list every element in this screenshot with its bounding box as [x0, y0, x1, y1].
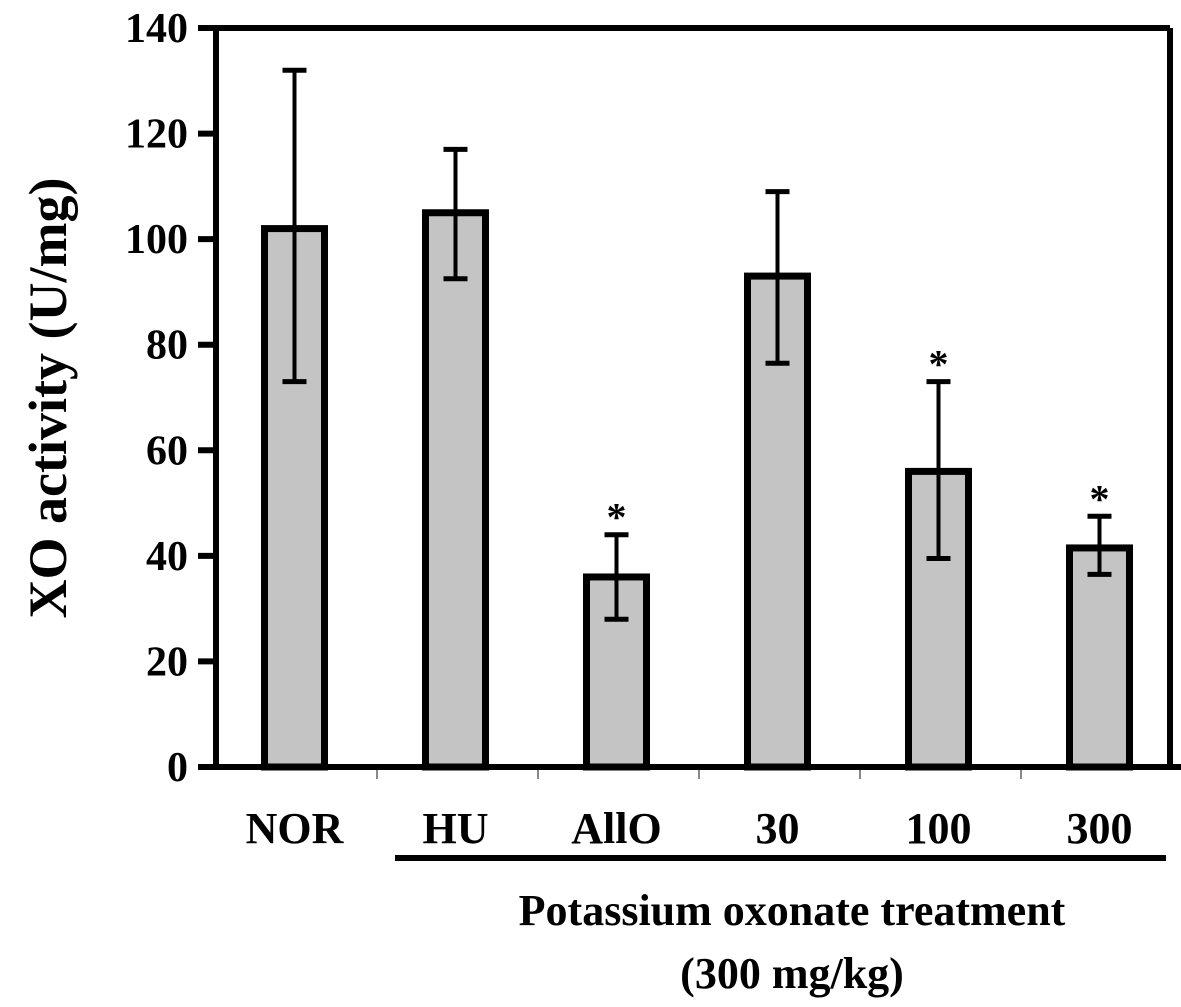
significance-marker: *	[929, 342, 949, 387]
group-annotation-line2: (300 mg/kg)	[680, 949, 904, 998]
y-tick-label: 60	[146, 428, 188, 474]
y-tick-label: 100	[125, 217, 188, 263]
x-tick-label: AllO	[571, 804, 661, 853]
x-tick-label: NOR	[246, 804, 345, 853]
x-tick-label: 100	[906, 804, 972, 853]
x-tick-label: 30	[756, 804, 800, 853]
y-tick-label: 80	[146, 323, 188, 369]
significance-marker: *	[607, 495, 627, 540]
y-tick-label: 140	[125, 6, 188, 52]
y-tick-label: 20	[146, 639, 188, 685]
y-axis-label: XO activity (U/mg)	[18, 178, 78, 619]
bar-hu	[422, 209, 489, 771]
y-tick-label: 120	[125, 112, 188, 158]
bar-300	[1066, 544, 1133, 771]
significance-marker: *	[1090, 476, 1110, 521]
x-tick-label: HU	[423, 804, 489, 853]
group-annotation-line1: Potassium oxonate treatment	[519, 886, 1066, 935]
x-tick-label: 300	[1067, 804, 1133, 853]
y-tick-label: 0	[167, 745, 188, 791]
y-tick-label: 40	[146, 534, 188, 580]
